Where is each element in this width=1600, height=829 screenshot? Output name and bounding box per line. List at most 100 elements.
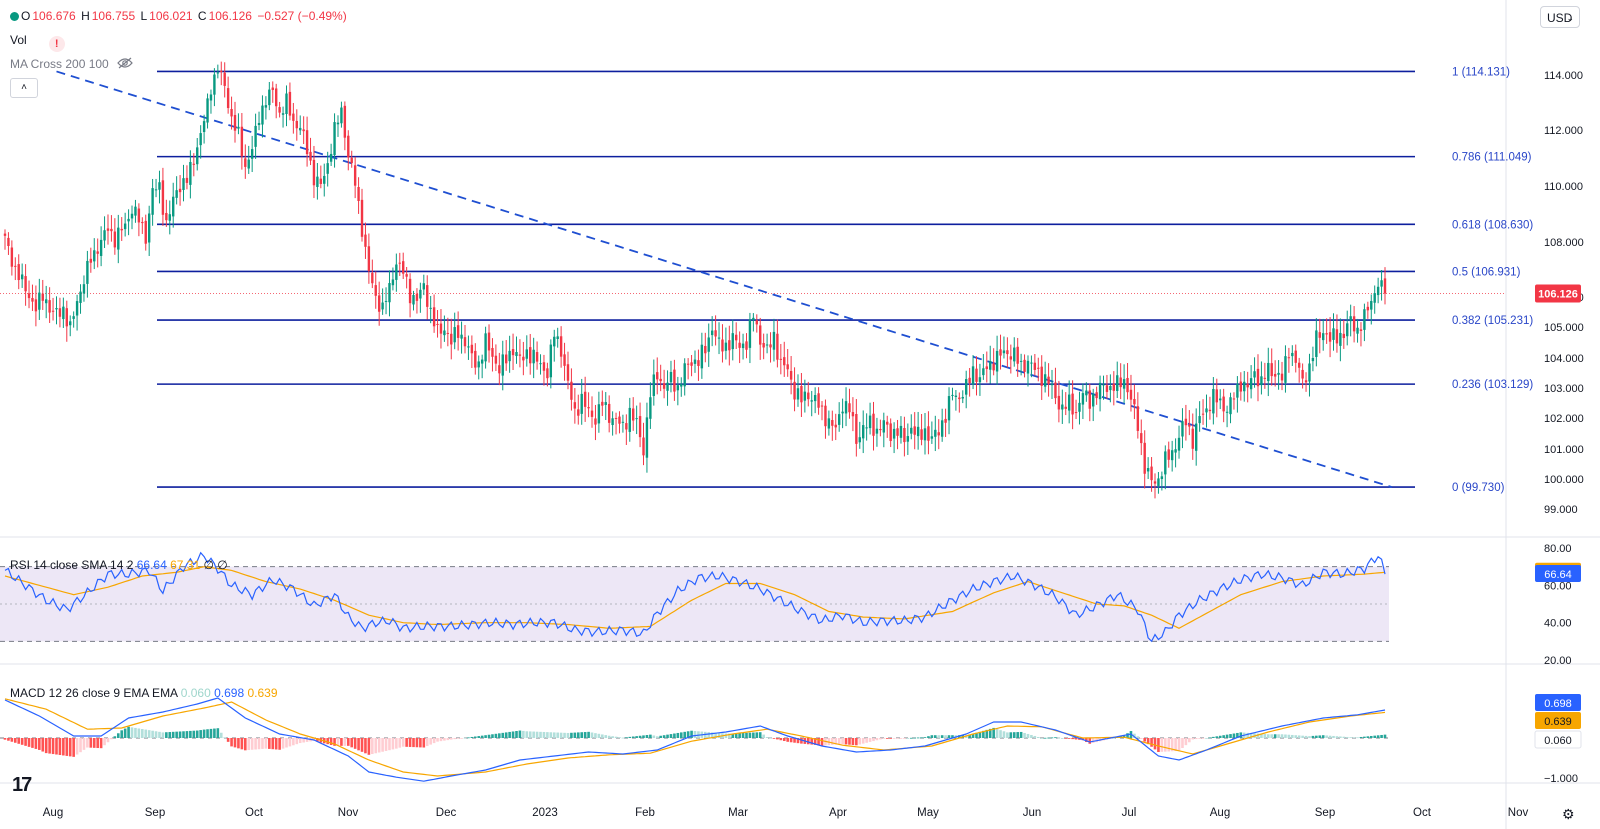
candle-body <box>1078 402 1081 412</box>
rsi-value: 66.64 <box>136 558 167 572</box>
high-label: H <box>81 9 90 23</box>
gear-icon[interactable]: ⚙ <box>1562 806 1575 822</box>
volume-legend[interactable]: Vol! <box>10 33 67 52</box>
macd-histogram-bar <box>432 738 436 744</box>
tradingview-logo[interactable]: 17 <box>12 774 32 796</box>
macd-histogram-bar <box>1133 733 1136 738</box>
macd-histogram-bar <box>171 731 175 738</box>
candle-body <box>858 437 861 443</box>
candle-body <box>1019 360 1023 362</box>
price-axis-tick: 103.000 <box>1544 383 1584 395</box>
macd-histogram-bar <box>329 738 333 745</box>
macd-histogram-bar <box>669 734 673 738</box>
macd-legend[interactable]: MACD 12 26 close 9 EMA EMA 0.060 0.698 0… <box>10 686 278 700</box>
time-axis-label: Nov <box>1508 807 1529 819</box>
candle-body <box>1133 398 1136 405</box>
macd-histogram-bar <box>604 735 608 738</box>
candle-body <box>364 234 367 247</box>
candle-body <box>161 180 165 215</box>
candle-body <box>377 295 381 312</box>
rsi-sma-line <box>4 566 1386 629</box>
macd-histogram-bar <box>182 731 185 738</box>
macd-histogram-bar <box>642 735 645 738</box>
candle-body <box>1030 362 1033 364</box>
time-axis-label: May <box>917 807 939 819</box>
candle-body <box>1322 333 1325 341</box>
macd-histogram-bar <box>1036 736 1040 738</box>
macd-histogram-bar <box>1246 732 1249 738</box>
macd-histogram-bar <box>556 732 559 738</box>
candle-body <box>882 420 886 433</box>
macd-histogram-bar <box>1260 733 1263 738</box>
candle-body <box>1194 423 1198 451</box>
candle-body <box>807 392 810 400</box>
candle-body <box>951 394 954 396</box>
candle-body <box>621 421 625 423</box>
candle-body <box>728 340 731 351</box>
macd-histogram-bar <box>927 736 930 738</box>
candle-body <box>1170 450 1174 461</box>
time-axis-label: 2023 <box>532 807 558 819</box>
candle-body <box>906 436 910 442</box>
macd-histogram-bar <box>861 738 865 744</box>
macd-histogram-bar <box>419 738 422 748</box>
macd-histogram-bar <box>848 738 851 745</box>
candle-body <box>1373 293 1376 303</box>
macd-histogram-bar <box>31 738 34 748</box>
macd-histogram-bar <box>199 730 202 738</box>
macd-histogram-bar <box>1383 734 1387 738</box>
macd-histogram-bar <box>1170 738 1174 752</box>
collapse-legend-button[interactable]: ˄ <box>10 78 38 98</box>
candle-body <box>388 283 391 303</box>
macd-histogram-bar <box>165 732 168 738</box>
candle-body <box>669 371 673 383</box>
macd-histogram-bar <box>453 738 457 740</box>
candle-body <box>1215 389 1218 403</box>
candle-body <box>680 383 683 387</box>
candle-body <box>1016 346 1019 364</box>
macd-histogram-bar <box>357 738 360 751</box>
macd-histogram-bar <box>398 738 402 748</box>
candle-body <box>82 284 86 294</box>
rsi-legend[interactable]: RSI 14 close SMA 14 2 66.64 67.31 ∅ ∅ <box>10 558 228 572</box>
macd-histogram-bar <box>288 738 292 747</box>
candle-body <box>944 418 947 423</box>
macd-histogram-bar <box>1270 734 1274 738</box>
candle-body <box>1150 466 1153 481</box>
macd-value-tag <box>1535 694 1581 711</box>
candle-body <box>288 91 292 116</box>
candle-body <box>559 336 563 357</box>
candle-body <box>172 196 175 217</box>
macd-histogram-bar <box>638 735 642 738</box>
warning-icon[interactable]: ! <box>48 36 65 52</box>
candle-body <box>1174 449 1177 453</box>
candle-body <box>913 426 916 435</box>
candle-body <box>851 412 855 417</box>
macd-histogram-bar <box>748 732 752 738</box>
eye-hidden-icon[interactable] <box>116 57 133 72</box>
candle-body <box>666 382 669 391</box>
currency-selector[interactable]: USD ⌄ <box>1540 6 1580 28</box>
candle-body <box>1061 404 1064 410</box>
fib-level-label: 0.786 (111.049) <box>1452 152 1532 164</box>
ma-cross-legend[interactable]: MA Cross 200 100 <box>10 57 135 72</box>
candle-body <box>920 429 923 440</box>
macd-histogram-bar <box>336 738 340 746</box>
candle-body <box>213 74 216 95</box>
macd-histogram-bar <box>631 736 635 738</box>
macd-histogram-bar <box>772 738 776 739</box>
macd-histogram-bar <box>233 738 237 748</box>
macd-histogram-bar <box>384 738 388 751</box>
candle-body <box>137 208 141 223</box>
macd-histogram-bar <box>614 736 618 738</box>
candle-body <box>216 72 220 74</box>
candle-body <box>1157 478 1160 486</box>
macd-histogram-bar <box>625 737 628 739</box>
macd-histogram-bar <box>34 738 38 749</box>
candle-body <box>995 350 999 372</box>
macd-histogram-bar <box>920 737 923 739</box>
candle-body <box>573 402 577 409</box>
macd-histogram-bar <box>607 735 611 738</box>
macd-histogram-bar <box>837 738 841 745</box>
